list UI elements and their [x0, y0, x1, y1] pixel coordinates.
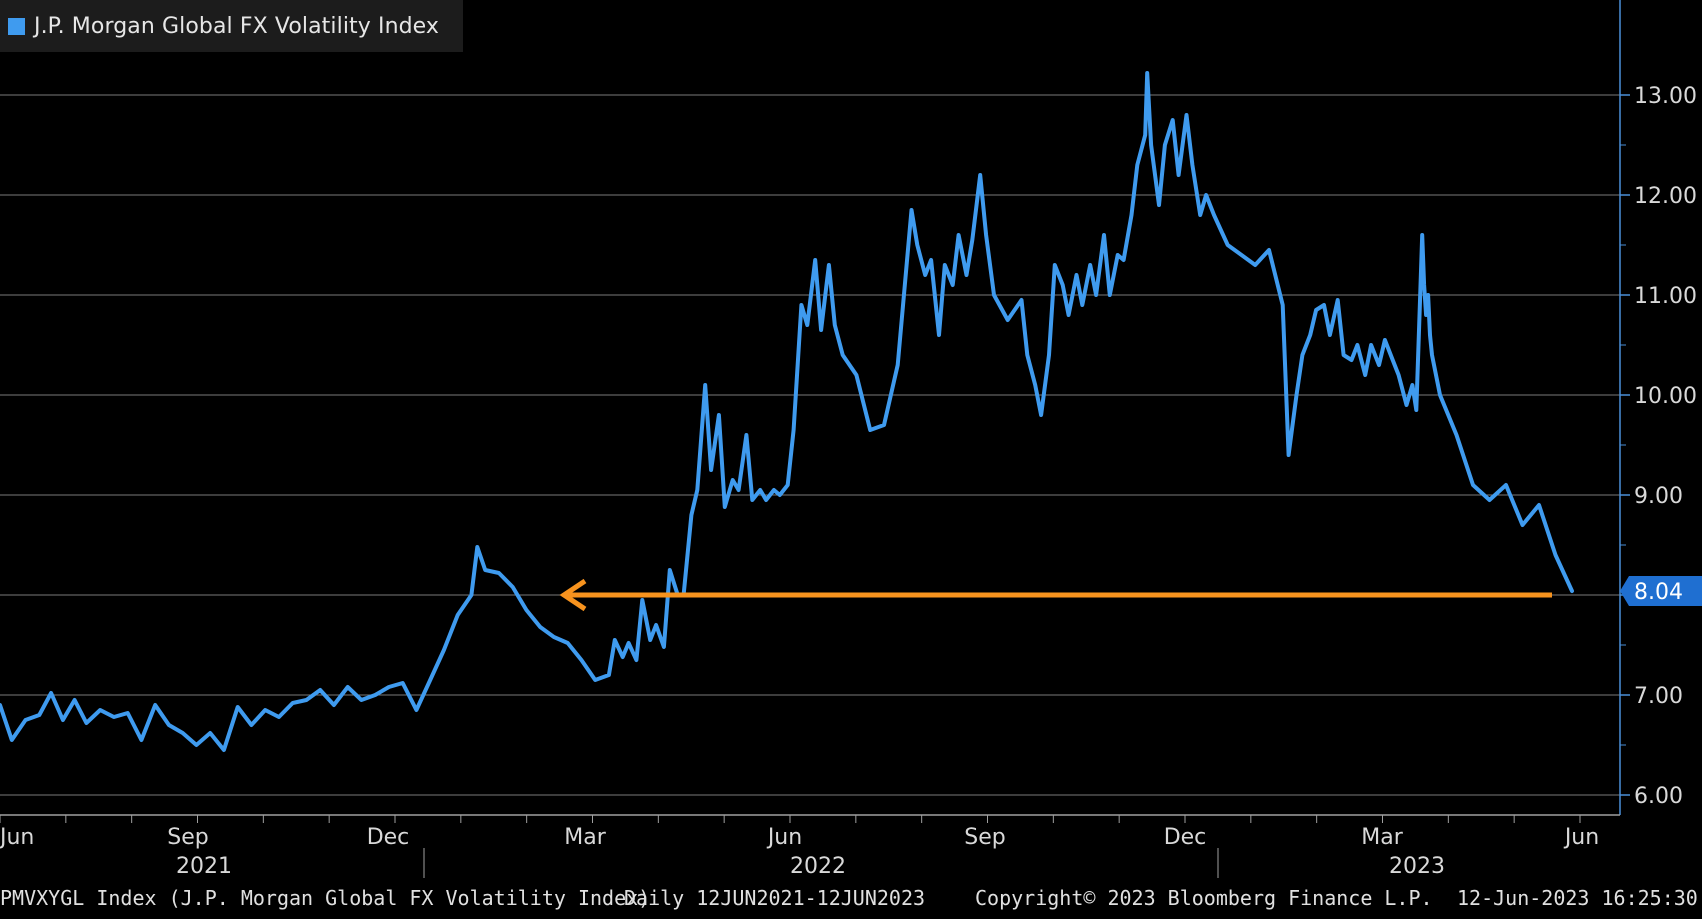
x-month-label-7: Mar: [1361, 825, 1403, 850]
legend-label: J.P. Morgan Global FX Volatility Index: [34, 13, 440, 39]
series-line: [0, 71, 1574, 752]
x-month-label-5: Sep: [964, 825, 1005, 850]
y-tick-label-1: 7.00: [1634, 684, 1683, 709]
x-month-label-3: Mar: [564, 825, 606, 850]
y-tick-label-0: 6.00: [1634, 784, 1683, 809]
x-month-label-0: Jun: [0, 825, 34, 850]
x-year-label-0: 2021: [176, 854, 232, 879]
x-year-label-1: 2022: [790, 854, 846, 879]
legend-swatch: [8, 17, 25, 35]
reference-arrow: [559, 578, 1552, 612]
y-tick-label-6: 12.00: [1634, 184, 1697, 209]
x-month-label-6: Dec: [1164, 825, 1207, 850]
x-axis: Jun Sep Dec Mar Jun Sep Dec Mar Jun 2021 2022 2023: [0, 814, 1620, 879]
arrow-head: [559, 578, 587, 612]
chart-background: [0, 0, 1702, 880]
series-path: [0, 71, 1574, 752]
legend: J.P. Morgan Global FX Volatility Index: [0, 0, 463, 52]
footer-security: PMVXYGL Index (J.P. Morgan Global FX Vol…: [0, 886, 651, 910]
x-month-label-8: Jun: [1563, 825, 1599, 850]
x-month-label-1: Sep: [167, 825, 208, 850]
last-value-badge: [1620, 576, 1702, 606]
y-tick-label-4: 10.00: [1634, 384, 1697, 409]
footer-timestamp: 12-Jun-2023 16:25:30: [1457, 886, 1698, 910]
x-month-label-4: Jun: [766, 825, 802, 850]
y-tick-label-7: 13.00: [1634, 84, 1697, 109]
y-tick-label-3: 9.00: [1634, 484, 1683, 509]
x-month-label-2: Dec: [367, 825, 410, 850]
last-value-marker: 8.04: [1620, 576, 1702, 606]
footer-copyright: Copyright© 2023 Bloomberg Finance L.P.: [975, 886, 1433, 910]
footer-bar: PMVXYGL Index (J.P. Morgan Global FX Vol…: [0, 880, 1702, 916]
last-value-label: 8.04: [1634, 580, 1683, 605]
footer-range: Daily 12JUN2021-12JUN2023: [624, 886, 926, 910]
x-year-label-2: 2023: [1389, 854, 1445, 879]
y-tick-label-5: 11.00: [1634, 284, 1697, 309]
